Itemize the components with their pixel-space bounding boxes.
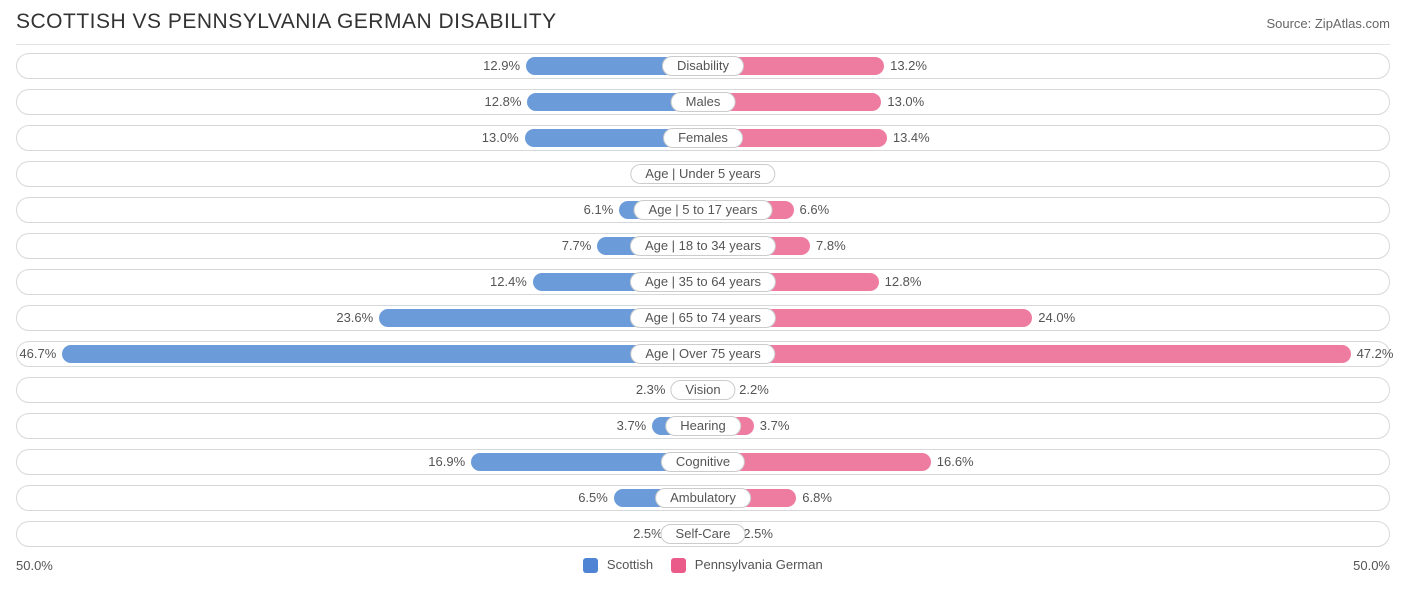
chart-row: 13.0% 13.4% Females	[16, 125, 1390, 151]
value-left: 3.7%	[617, 417, 647, 435]
legend-label-left: Scottish	[607, 557, 653, 572]
value-right: 24.0%	[1038, 309, 1075, 327]
value-left: 2.5%	[633, 525, 663, 543]
value-left: 13.0%	[482, 129, 519, 147]
chart-row: 12.9% 13.2% Disability	[16, 53, 1390, 79]
legend-item-right: Pennsylvania German	[671, 557, 823, 573]
value-left: 6.1%	[584, 201, 614, 219]
category-label: Cognitive	[661, 452, 745, 472]
value-left: 7.7%	[562, 237, 592, 255]
source-attribution: Source: ZipAtlas.com	[1266, 16, 1390, 31]
value-left: 12.4%	[490, 273, 527, 291]
value-right: 3.7%	[760, 417, 790, 435]
category-label: Ambulatory	[655, 488, 751, 508]
chart-row: 46.7%47.2%Age | Over 75 years	[16, 341, 1390, 367]
category-label: Vision	[670, 380, 735, 400]
value-right: 12.8%	[885, 273, 922, 291]
axis-right-max: 50.0%	[1353, 558, 1390, 573]
category-label: Age | 18 to 34 years	[630, 236, 776, 256]
bar-left	[62, 345, 703, 363]
value-right: 2.2%	[739, 381, 769, 399]
value-right: 16.6%	[937, 453, 974, 471]
category-label: Age | 35 to 64 years	[630, 272, 776, 292]
value-right: 2.5%	[743, 525, 773, 543]
chart-row: 12.8% 13.0% Males	[16, 89, 1390, 115]
value-right: 6.6%	[800, 201, 830, 219]
value-right: 13.4%	[893, 129, 930, 147]
chart-row: 6.1% 6.6% Age | 5 to 17 years	[16, 197, 1390, 223]
chart-row: 2.5% 2.5%Self-Care	[16, 521, 1390, 547]
value-right: 47.2%	[1357, 345, 1394, 363]
category-label: Disability	[662, 56, 744, 76]
chart-row: 12.4% 12.8% Age | 35 to 64 years	[16, 269, 1390, 295]
category-label: Self-Care	[661, 524, 746, 544]
chart-row: 7.7% 7.8% Age | 18 to 34 years	[16, 233, 1390, 259]
value-right: 13.2%	[890, 57, 927, 75]
value-left: 12.9%	[483, 57, 520, 75]
value-left: 16.9%	[428, 453, 465, 471]
value-left: 46.7%	[19, 345, 56, 363]
value-right: 7.8%	[816, 237, 846, 255]
value-left: 2.3%	[636, 381, 666, 399]
chart-footer: 50.0% Scottish Pennsylvania German 50.0%	[16, 557, 1390, 573]
chart-row: 1.6%1.9%Age | Under 5 years	[16, 161, 1390, 187]
value-right: 13.0%	[887, 93, 924, 111]
legend: Scottish Pennsylvania German	[583, 557, 822, 573]
value-right: 6.8%	[802, 489, 832, 507]
value-left: 6.5%	[578, 489, 608, 507]
category-label: Males	[671, 92, 736, 112]
value-left: 12.8%	[485, 93, 522, 111]
header: SCOTTISH VS PENNSYLVANIA GERMAN DISABILI…	[16, 10, 1390, 34]
chart-row: 16.9% 16.6% Cognitive	[16, 449, 1390, 475]
legend-item-left: Scottish	[583, 557, 653, 573]
chart-row: 3.7% 3.7% Hearing	[16, 413, 1390, 439]
chart-row: 6.5% 6.8% Ambulatory	[16, 485, 1390, 511]
category-label: Age | Over 75 years	[630, 344, 775, 364]
category-label: Females	[663, 128, 743, 148]
chart-row: 23.6% 24.0% Age | 65 to 74 years	[16, 305, 1390, 331]
value-left: 23.6%	[336, 309, 373, 327]
category-label: Age | Under 5 years	[630, 164, 775, 184]
chart-title: SCOTTISH VS PENNSYLVANIA GERMAN DISABILI…	[16, 10, 557, 34]
diverging-bar-chart: 12.9% 13.2% Disability 12.8% 13.0% Males 13.0%…	[16, 44, 1390, 547]
category-label: Age | 65 to 74 years	[630, 308, 776, 328]
chart-row: 2.3% 2.2%Vision	[16, 377, 1390, 403]
category-label: Age | 5 to 17 years	[634, 200, 773, 220]
legend-swatch-left	[583, 558, 598, 573]
bar-right	[703, 345, 1351, 363]
category-label: Hearing	[665, 416, 741, 436]
axis-left-max: 50.0%	[16, 558, 53, 573]
legend-label-right: Pennsylvania German	[695, 557, 823, 572]
legend-swatch-right	[671, 558, 686, 573]
